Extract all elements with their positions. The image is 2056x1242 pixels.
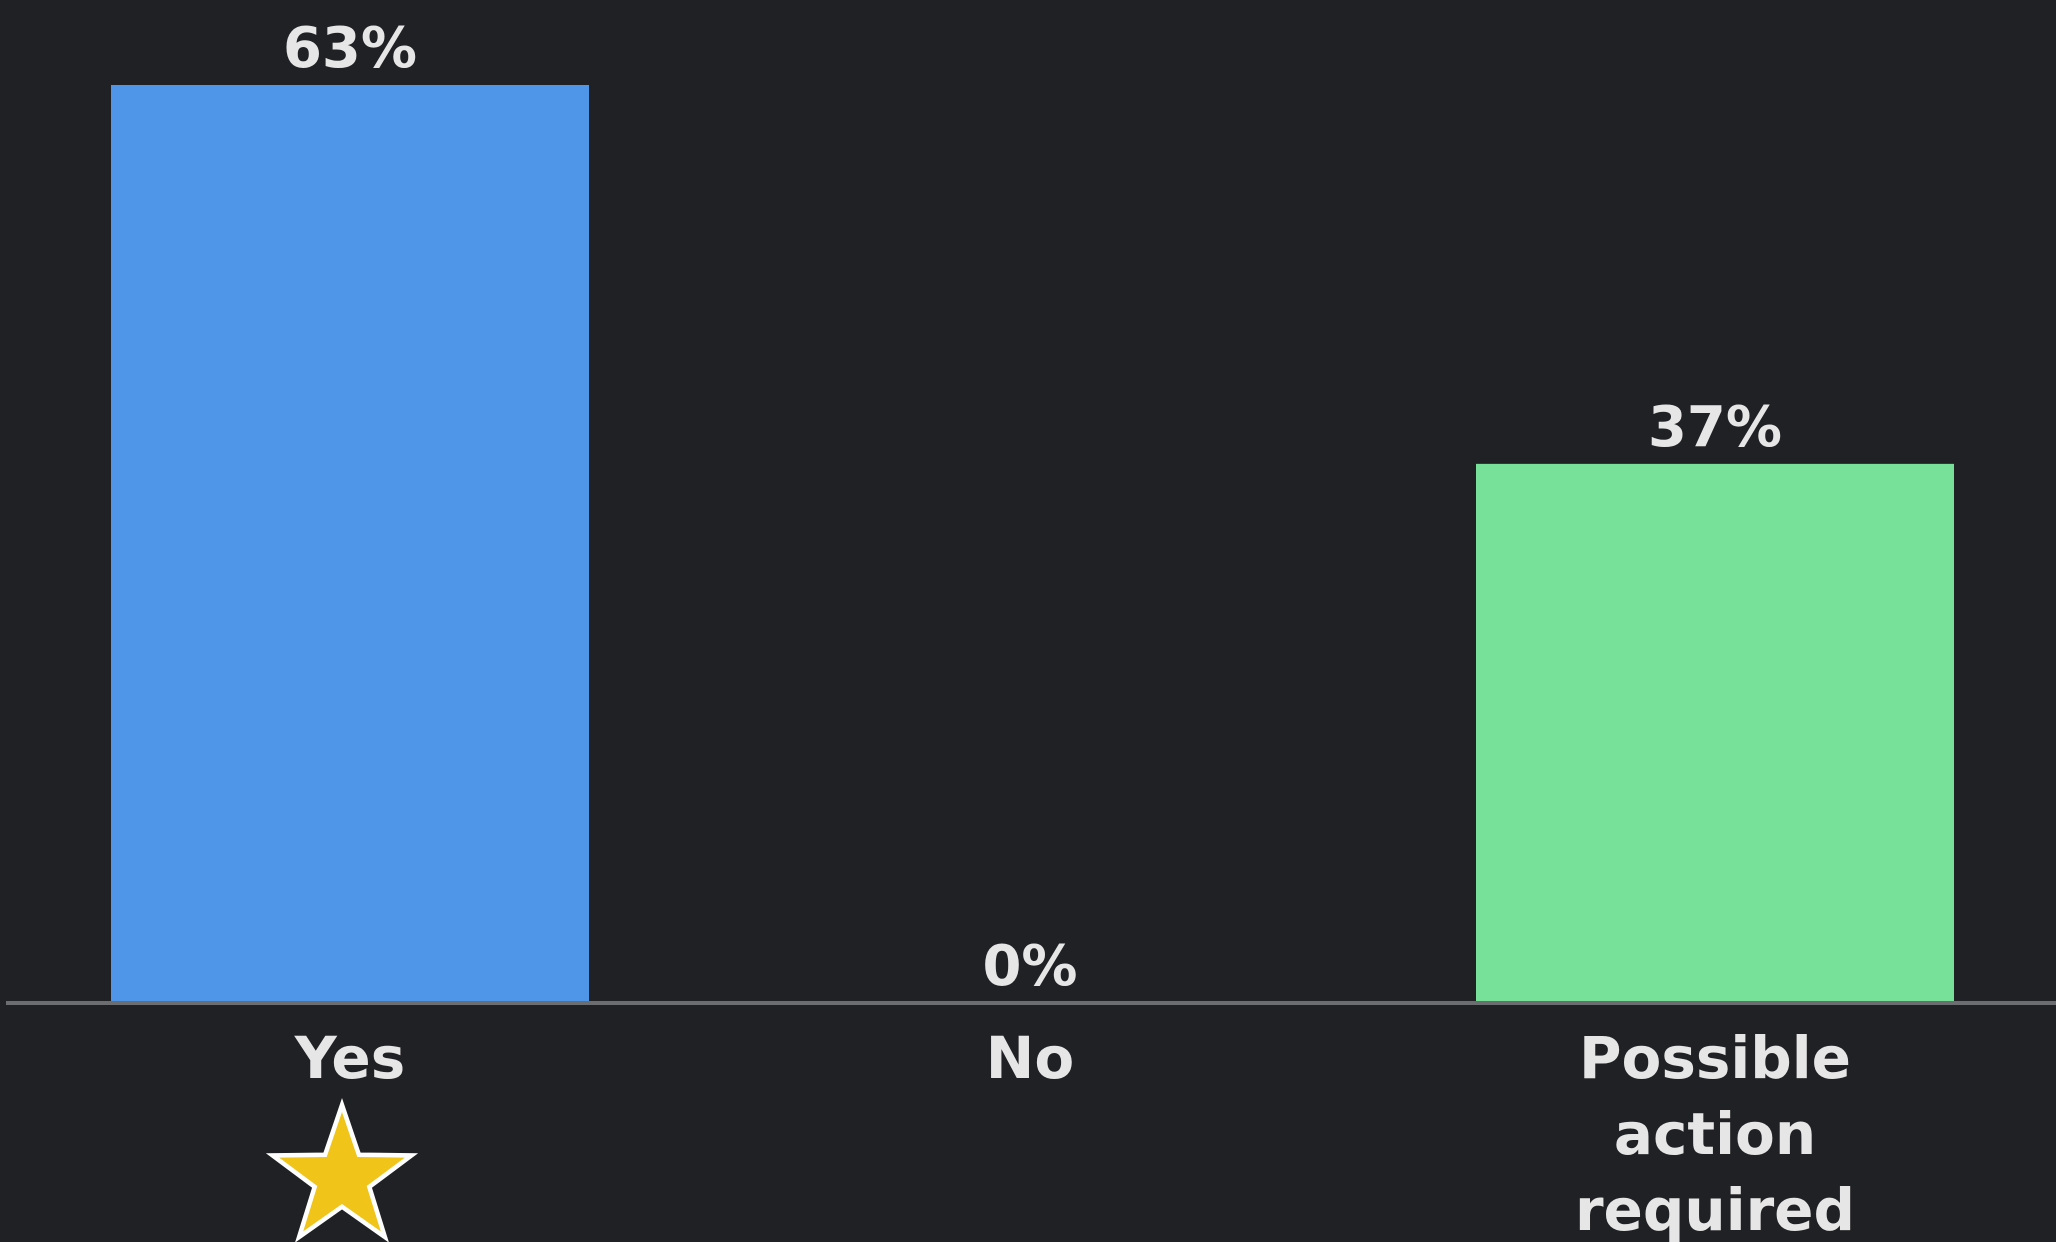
bars-layer — [111, 85, 1954, 1003]
category-label-line: action — [1614, 1100, 1816, 1168]
category-label-no: No — [986, 1024, 1074, 1092]
marker-layer — [265, 1098, 419, 1242]
labels-layer: 63% Yes 0% No 37% Possible action required — [283, 16, 1855, 1242]
value-label-no: 0% — [982, 934, 1077, 999]
category-label-line: Yes — [294, 1024, 406, 1092]
category-label-line: Possible — [1579, 1024, 1851, 1092]
star-icon — [265, 1098, 419, 1242]
bar-yes — [111, 85, 589, 1003]
category-label-line: No — [986, 1024, 1074, 1092]
value-label-yes: 63% — [283, 16, 417, 81]
category-label-yes: Yes — [294, 1024, 406, 1092]
value-label-possible-action-required: 37% — [1648, 395, 1782, 460]
category-label-possible-action-required: Possible action required — [1575, 1024, 1855, 1242]
category-label-line: required — [1575, 1176, 1855, 1242]
bar-possible-action-required — [1476, 463, 1954, 1003]
